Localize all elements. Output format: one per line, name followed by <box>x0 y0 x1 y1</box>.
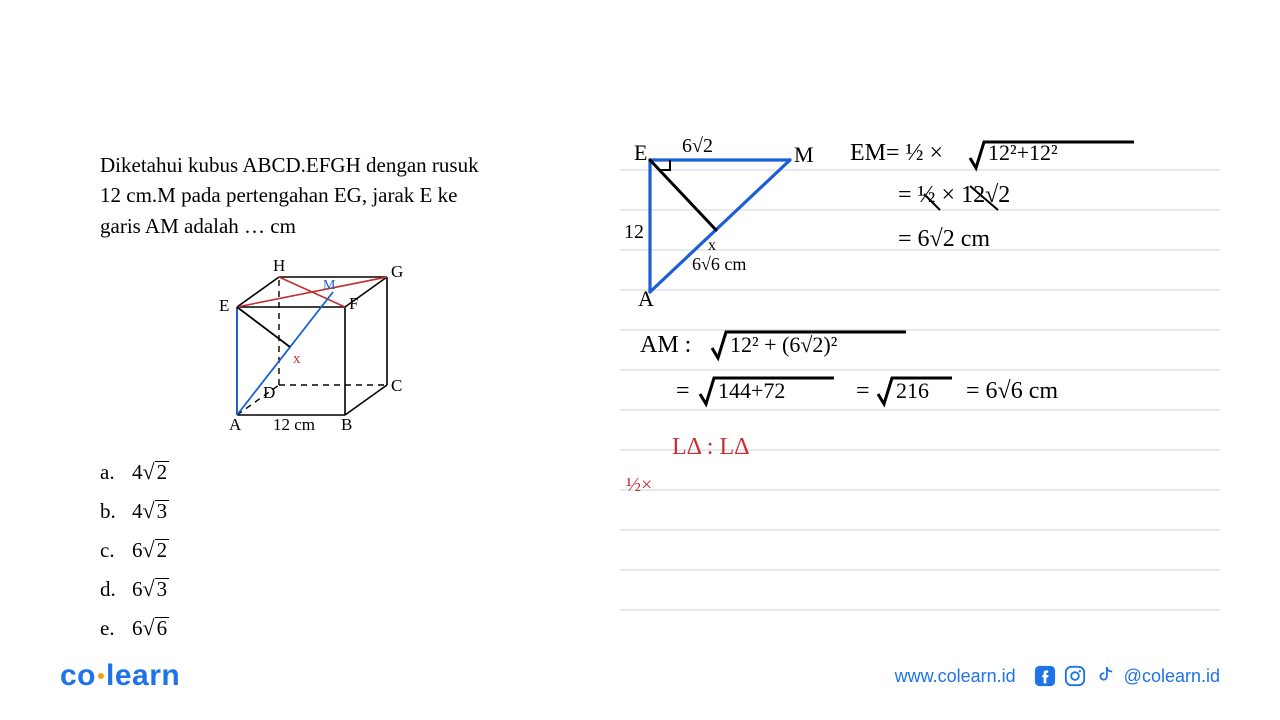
svg-text:12² + (6√2)²: 12² + (6√2)² <box>730 332 838 357</box>
social-icons: @colearn.id <box>1034 665 1220 687</box>
option-a: a. 4√2 <box>100 453 520 492</box>
option-value: 6√3 <box>132 570 169 609</box>
label-E: E <box>219 296 229 315</box>
option-letter: c. <box>100 531 118 570</box>
option-e: e. 6√6 <box>100 609 520 648</box>
option-letter: b. <box>100 492 118 531</box>
cube-svg: A B C D E F G H M x 12 cm <box>195 255 425 445</box>
svg-text:=: = <box>856 378 870 404</box>
footer-right: www.colearn.id @colearn.id <box>895 665 1220 687</box>
option-value: 6√6 <box>132 609 169 648</box>
label-F: F <box>349 294 358 313</box>
label-B: B <box>341 415 352 434</box>
option-value: 4√3 <box>132 492 169 531</box>
brand-dot-icon <box>98 673 104 679</box>
problem-block: Diketahui kubus ABCD.EFGH dengan rusuk 1… <box>100 150 520 648</box>
label-edge: 12 cm <box>273 415 315 434</box>
label-C: C <box>391 376 402 395</box>
tri-label-A: A <box>638 286 654 310</box>
footer-url: www.colearn.id <box>895 666 1016 687</box>
svg-text:EM= ½ ×: EM= ½ × <box>850 140 943 166</box>
svg-text:= 6√6 cm: = 6√6 cm <box>966 378 1058 404</box>
area-equation: LΔ : LΔ <box>672 434 750 461</box>
brand-right: learn <box>106 659 180 692</box>
cube-diagram: A B C D E F G H M x 12 cm <box>195 255 425 445</box>
tri-label-AM: 6√6 cm <box>692 254 746 274</box>
facebook-icon <box>1034 665 1056 687</box>
label-H: H <box>273 256 285 275</box>
label-G: G <box>391 262 403 281</box>
option-letter: d. <box>100 570 118 609</box>
label-M: M <box>323 278 336 293</box>
tri-label-x: x <box>708 237 716 254</box>
problem-line-3: garis AM adalah … cm <box>100 214 296 238</box>
am-derivation: AM : 12² + (6√2)² = 144+72 = 216 = 6√6 c… <box>640 326 1200 436</box>
half-x: ½× <box>626 474 652 497</box>
label-x: x <box>293 351 301 367</box>
brand-left: co <box>60 659 96 692</box>
svg-text:=: = <box>676 378 690 404</box>
option-d: d. 6√3 <box>100 570 520 609</box>
handwriting-area: E M A 6√2 12 x 6√6 cm EM= ½ × 12²+12² = … <box>620 130 1220 630</box>
problem-line-2: 12 cm.M pada pertengahan EG, jarak E ke <box>100 183 457 207</box>
option-c: c. 6√2 <box>100 531 520 570</box>
svg-text:AM :: AM : <box>640 332 691 358</box>
label-D: D <box>263 383 275 402</box>
tri-label-M: M <box>794 142 814 167</box>
triangle-sketch: E M A 6√2 12 x 6√6 cm <box>620 130 820 310</box>
brand-logo: colearn <box>60 659 180 693</box>
problem-line-1: Diketahui kubus ABCD.EFGH dengan rusuk <box>100 153 479 177</box>
svg-text:= ½ × 12√2: = ½ × 12√2 <box>898 182 1010 208</box>
tri-label-E: E <box>634 140 647 165</box>
answer-options: a. 4√2 b. 4√3 c. 6√2 d. 6√3 <box>100 453 520 647</box>
svg-text:144+72: 144+72 <box>718 378 785 403</box>
svg-text:12²+12²: 12²+12² <box>988 140 1058 165</box>
footer: colearn www.colearn.id @colearn.id <box>0 650 1280 720</box>
label-A: A <box>229 415 242 434</box>
svg-text:216: 216 <box>896 378 929 403</box>
option-letter: e. <box>100 609 118 648</box>
svg-text:= 6√2 cm: = 6√2 cm <box>898 226 990 252</box>
option-value: 6√2 <box>132 531 169 570</box>
tri-label-EA: 12 <box>624 221 644 243</box>
tri-label-EM: 6√2 <box>682 135 713 157</box>
footer-handle: @colearn.id <box>1124 666 1220 687</box>
em-derivation: EM= ½ × 12²+12² = ½ × 12√2 = 6√2 cm <box>850 130 1150 270</box>
page: Diketahui kubus ABCD.EFGH dengan rusuk 1… <box>0 0 1280 720</box>
instagram-icon <box>1064 665 1086 687</box>
option-letter: a. <box>100 453 118 492</box>
problem-text: Diketahui kubus ABCD.EFGH dengan rusuk 1… <box>100 150 520 241</box>
option-b: b. 4√3 <box>100 492 520 531</box>
tiktok-icon <box>1094 665 1116 687</box>
option-value: 4√2 <box>132 453 169 492</box>
